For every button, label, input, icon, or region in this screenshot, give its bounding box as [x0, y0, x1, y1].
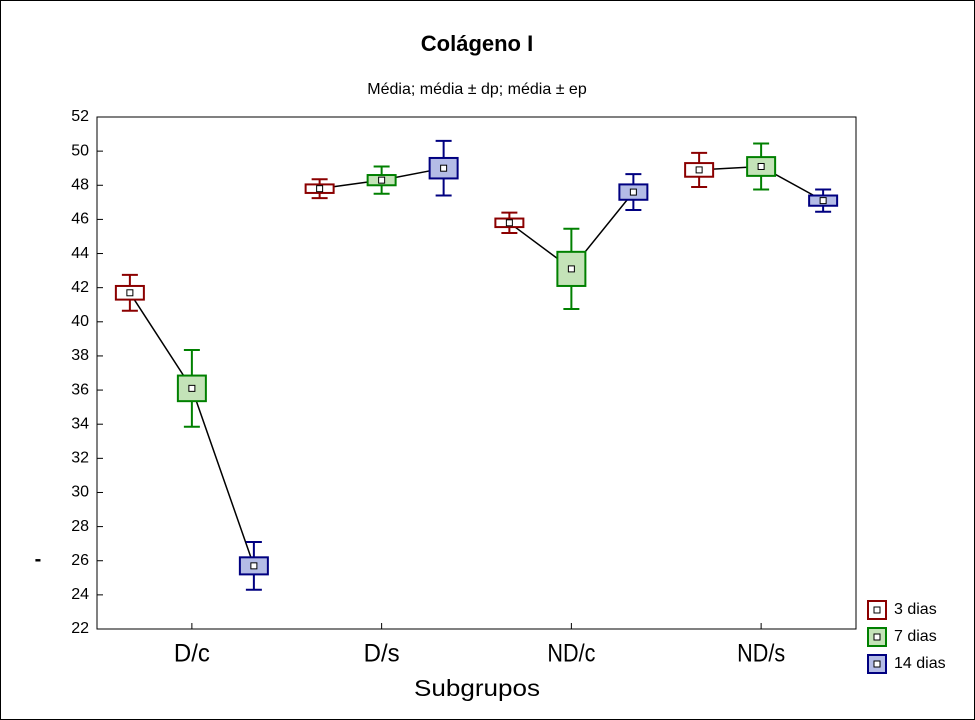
y-tick-label: 36 — [71, 381, 89, 398]
legend-swatch-center — [873, 660, 881, 668]
mean-marker — [250, 562, 258, 570]
y-tick-label: 44 — [71, 245, 89, 262]
mean-marker — [440, 164, 448, 172]
mean-marker — [695, 166, 703, 174]
y-tick-label: 46 — [71, 211, 89, 228]
x-tick-label: D/s — [364, 640, 400, 668]
legend-label: 14 dias — [894, 655, 946, 672]
mean-marker — [316, 185, 324, 193]
y-tick-label: 42 — [71, 279, 89, 296]
legend-label: 7 dias — [894, 628, 937, 645]
legend-label: 3 dias — [894, 601, 937, 618]
y-tick-label: 24 — [71, 586, 89, 603]
mean-marker — [757, 162, 765, 170]
y-tick-label: 32 — [71, 450, 89, 467]
y-tick-label: 34 — [71, 415, 89, 432]
y-tick-label: 38 — [71, 347, 89, 364]
y-tick-label: 30 — [71, 484, 89, 501]
mean-marker — [819, 197, 827, 205]
mean-marker — [505, 219, 513, 227]
x-tick-label: ND/c — [547, 640, 595, 668]
y-tick-label: 22 — [71, 620, 89, 637]
mean-marker — [126, 289, 134, 297]
legend-swatch-center — [873, 606, 881, 614]
y-tick-label: 28 — [71, 518, 89, 535]
chart-title: Colágeno I — [421, 31, 533, 56]
y-axis-label: - — [35, 548, 42, 570]
mean-marker — [629, 188, 637, 196]
y-tick-label: 40 — [71, 313, 89, 330]
x-tick-label: ND/s — [737, 640, 785, 668]
x-axis-label: Subgrupos — [414, 675, 540, 701]
plot-area — [96, 116, 857, 630]
mean-marker — [567, 265, 575, 273]
legend-swatch-center — [873, 633, 881, 641]
x-tick-label: D/c — [174, 640, 210, 668]
mean-marker — [188, 384, 196, 392]
y-tick-label: 52 — [71, 108, 89, 125]
mean-marker — [378, 176, 386, 184]
y-tick-label: 48 — [71, 176, 89, 193]
y-tick-label: 26 — [71, 552, 89, 569]
y-tick-label: 50 — [71, 142, 89, 159]
chart-subtitle: Média; média ± dp; média ± ep — [367, 81, 587, 98]
